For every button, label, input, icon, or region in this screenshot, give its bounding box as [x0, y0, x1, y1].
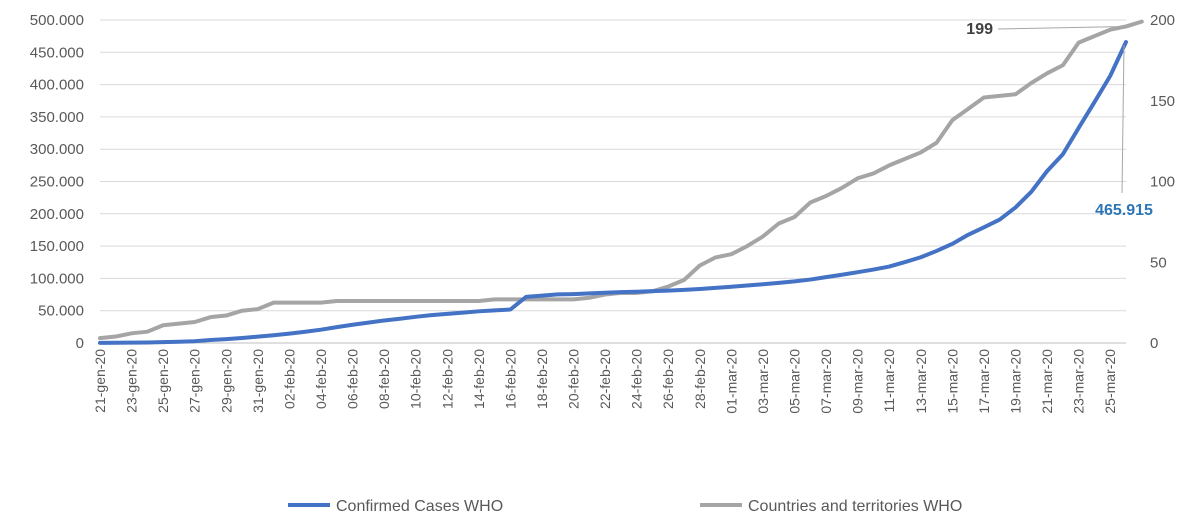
x-axis-tick-label: 20-feb-20	[566, 349, 582, 409]
x-axis-tick-label: 04-feb-20	[313, 349, 329, 409]
x-axis-tick-label: 23-mar-20	[1071, 349, 1087, 414]
left-axis-tick-label: 300.000	[30, 141, 84, 158]
series-layer	[98, 19, 1144, 345]
series-line-confirmed-cases	[98, 40, 1128, 345]
x-axis-tick-label: 21-mar-20	[1039, 349, 1055, 414]
left-axis-tick-label: 150.000	[30, 238, 84, 255]
legend-item-countries-territories: Countries and territories WHO	[700, 498, 962, 514]
x-axis-tick-label: 19-mar-20	[1008, 349, 1024, 414]
left-axis-tick-label: 0	[76, 335, 84, 352]
annotation-465915-label: 465.915	[1095, 202, 1153, 219]
x-axis-tick-label: 03-mar-20	[755, 349, 771, 414]
annotation-199-label: 199	[966, 21, 993, 38]
x-axis-tick-label: 16-feb-20	[502, 349, 518, 409]
x-axis-tick-label: 14-feb-20	[471, 349, 487, 409]
x-axis-tick-label: 12-feb-20	[439, 349, 455, 409]
left-axis-tick-label: 200.000	[30, 206, 84, 223]
x-axis-tick-label: 23-gen-20	[124, 349, 140, 413]
x-axis-tick-label: 13-mar-20	[913, 349, 929, 414]
left-axis-tick-label: 100.000	[30, 270, 84, 287]
left-axis-tick-label: 250.000	[30, 174, 84, 191]
x-axis-tick-label: 05-mar-20	[787, 349, 803, 414]
x-axis-tick-label: 10-feb-20	[408, 349, 424, 409]
annotation-layer: 199 465.915	[966, 21, 1153, 219]
x-axis-tick-label: 25-gen-20	[155, 349, 171, 413]
x-axis-tick-label: 17-mar-20	[976, 349, 992, 414]
x-axis-tick-label: 24-feb-20	[629, 349, 645, 409]
x-axis-tick-label: 28-feb-20	[692, 349, 708, 409]
gridlines	[100, 19, 1126, 312]
x-axis-tick-label: 18-feb-20	[534, 349, 550, 409]
left-axis-ticks: 0 50.000 100.000 150.000 200.000 250.000 300.0…	[30, 12, 84, 352]
legend-label-confirmed-cases: Confirmed Cases WHO	[336, 498, 503, 514]
x-axis-tick-label: 11-mar-20	[881, 349, 897, 413]
x-axis-tick-label: 09-mar-20	[850, 349, 866, 414]
left-axis-tick-label: 500.000	[30, 12, 84, 29]
x-axis-tick-label: 08-feb-20	[376, 349, 392, 409]
x-axis-tick-label: 27-gen-20	[187, 349, 203, 413]
x-axis-tick-label: 02-feb-20	[281, 349, 297, 409]
x-axis-tick-label: 26-feb-20	[660, 349, 676, 409]
annotation-465915-leader	[1121, 45, 1125, 194]
x-axis-tick-label: 01-mar-20	[723, 349, 739, 414]
right-axis-tick-label: 0	[1150, 335, 1158, 352]
annotation-199-leader	[997, 25, 1127, 30]
x-axis-tick-label: 21-gen-20	[92, 349, 108, 413]
right-axis-tick-label: 100	[1150, 174, 1175, 191]
x-axis-ticks: 21-gen-20 23-gen-20 25-gen-20 27-gen-20 29-g…	[92, 349, 1118, 414]
x-axis-tick-label: 25-mar-20	[1102, 349, 1118, 414]
right-axis-tick-label: 150	[1150, 93, 1175, 110]
left-axis-tick-label: 50.000	[38, 303, 84, 320]
right-axis-ticks: 0 50 100 150 200	[1150, 12, 1175, 352]
legend-label-countries-territories: Countries and territories WHO	[748, 498, 962, 514]
left-axis-tick-label: 350.000	[30, 109, 84, 126]
right-axis-tick-label: 50	[1150, 254, 1167, 271]
left-axis-tick-label: 400.000	[30, 77, 84, 94]
x-axis-tick-label: 15-mar-20	[944, 349, 960, 414]
x-axis-tick-label: 06-feb-20	[345, 349, 361, 409]
x-axis-tick-label: 22-feb-20	[597, 349, 613, 409]
left-axis-tick-label: 450.000	[30, 44, 84, 61]
legend: Confirmed Cases WHO Countries and territ…	[288, 498, 962, 514]
x-axis-tick-label: 31-gen-20	[250, 349, 266, 413]
x-axis-tick-label: 07-mar-20	[818, 349, 834, 414]
x-axis-tick-label: 29-gen-20	[218, 349, 234, 413]
legend-item-confirmed-cases: Confirmed Cases WHO	[288, 498, 503, 514]
right-axis-tick-label: 200	[1150, 12, 1175, 29]
